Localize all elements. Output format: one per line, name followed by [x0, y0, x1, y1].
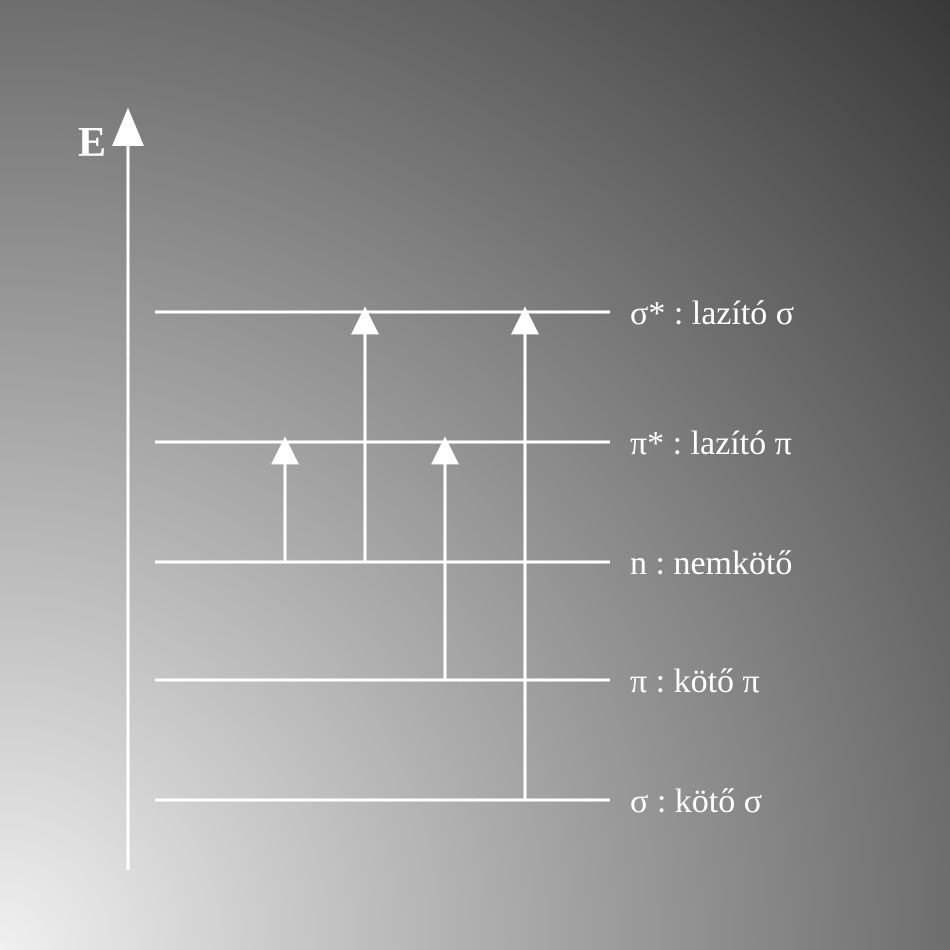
level-label-pi_star: π* : lazító π — [630, 425, 792, 462]
energy-axis-label: E — [78, 120, 106, 166]
level-label-n: n : nemkötő — [630, 545, 792, 582]
energy-diagram: Eσ* : lazító σ π* : lazító π n : nemkötő π … — [0, 0, 950, 950]
level-label-pi: π : kötő π — [630, 663, 760, 700]
level-label-sigma_star: σ* : lazító σ — [630, 295, 794, 332]
level-label-sigma: σ : kötő σ — [630, 783, 762, 820]
